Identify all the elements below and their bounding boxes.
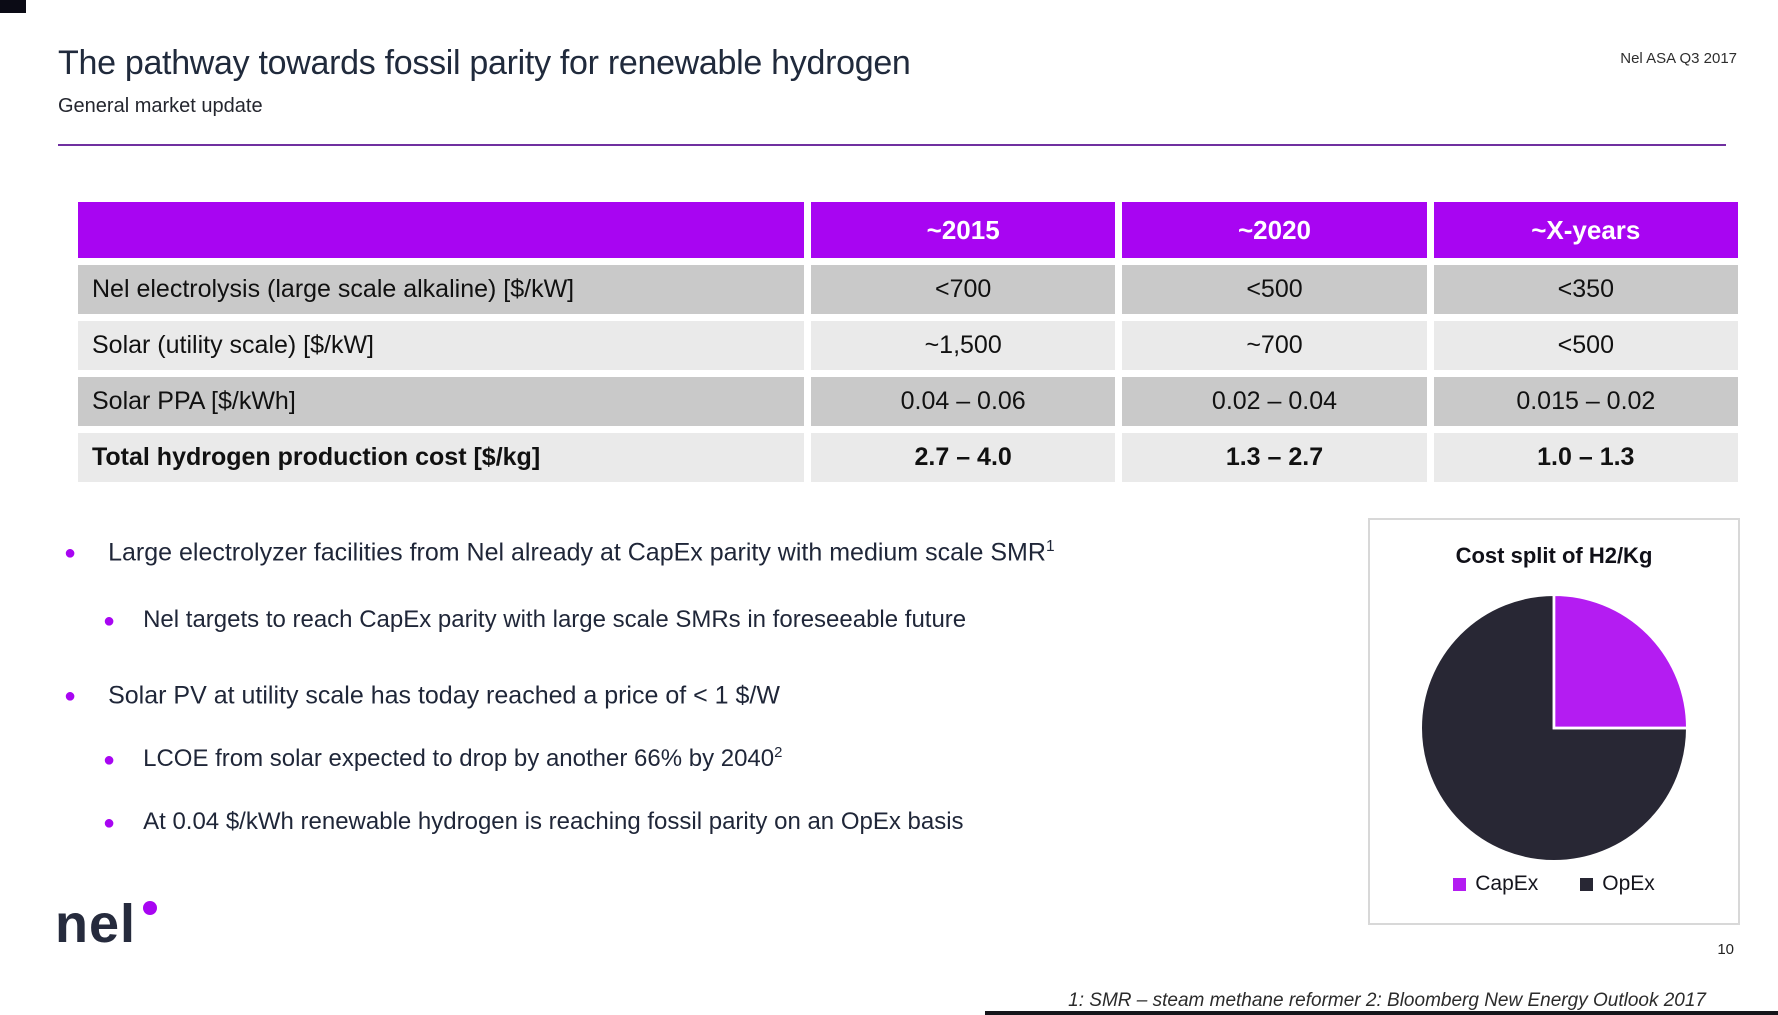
table-row-total: Total hydrogen production cost [$/kg] 2.… bbox=[78, 433, 1738, 482]
table-cell: 1.0 – 1.3 bbox=[1433, 433, 1738, 482]
table-cell: ~700 bbox=[1122, 321, 1427, 370]
table-column-header: ~X-years bbox=[1433, 202, 1738, 258]
legend-label: OpEx bbox=[1602, 872, 1655, 895]
legend-item-opex: OpEx bbox=[1580, 872, 1655, 896]
page-title: The pathway towards fossil parity for re… bbox=[58, 44, 911, 82]
table-cell: 0.04 – 0.06 bbox=[811, 377, 1116, 426]
corner-notch bbox=[0, 0, 26, 13]
table-cell: <500 bbox=[1122, 265, 1427, 314]
table-cell: <500 bbox=[1433, 321, 1738, 370]
table-cell: 0.02 – 0.04 bbox=[1122, 377, 1427, 426]
deck-label: Nel ASA Q3 2017 bbox=[1620, 50, 1737, 67]
pie-slice-capex bbox=[1552, 593, 1689, 730]
table-cell: ~1,500 bbox=[811, 321, 1116, 370]
table-header-row: ~2015 ~2020 ~X-years bbox=[78, 202, 1738, 258]
table-row: Solar (utility scale) [$/kW] ~1,500 ~700… bbox=[78, 321, 1738, 370]
bullet-icon: ● bbox=[64, 685, 77, 707]
table-column-header: ~2020 bbox=[1122, 202, 1427, 258]
bullet-item: ● Large electrolyzer facilities from Nel… bbox=[64, 538, 1055, 568]
table-column-header bbox=[78, 202, 804, 258]
table-row: Solar PPA [$/kWh] 0.04 – 0.06 0.02 – 0.0… bbox=[78, 377, 1738, 426]
chart-title: Cost split of H2/Kg bbox=[1455, 543, 1653, 568]
bullet-text: Nel targets to reach CapEx parity with l… bbox=[143, 606, 967, 633]
page-number: 10 bbox=[1717, 941, 1734, 958]
legend-swatch-capex-icon bbox=[1453, 877, 1467, 891]
table-cell: <350 bbox=[1433, 265, 1738, 314]
bottom-rule bbox=[985, 1011, 1778, 1015]
legend-swatch-opex-icon bbox=[1580, 877, 1594, 891]
footnote: 1: SMR – steam methane reformer 2: Bloom… bbox=[1068, 990, 1706, 1011]
logo-dot-icon bbox=[143, 901, 158, 915]
table-row-label: Solar PPA [$/kWh] bbox=[78, 377, 804, 426]
legend-item-capex: CapEx bbox=[1453, 872, 1538, 896]
table-cell: 0.015 – 0.02 bbox=[1433, 377, 1738, 426]
chart-legend: CapEx OpEx bbox=[1370, 872, 1738, 896]
bullet-icon: ● bbox=[64, 542, 77, 564]
bullet-text: At 0.04 $/kWh renewable hydrogen is reac… bbox=[143, 808, 964, 835]
table-cell: <700 bbox=[811, 265, 1116, 314]
bullet-item: ● LCOE from solar expected to drop by an… bbox=[103, 745, 782, 775]
table-cell: 2.7 – 4.0 bbox=[811, 433, 1116, 482]
pie-chart bbox=[1419, 593, 1689, 863]
bullet-icon: ● bbox=[103, 749, 116, 771]
page-subtitle: General market update bbox=[58, 95, 263, 117]
bullet-icon: ● bbox=[103, 610, 116, 632]
bullet-text: LCOE from solar expected to drop by anot… bbox=[143, 745, 783, 772]
bullet-text: Large electrolyzer facilities from Nel a… bbox=[108, 538, 1055, 567]
bullet-icon: ● bbox=[103, 812, 116, 834]
table-row-label: Nel electrolysis (large scale alkaline) … bbox=[78, 265, 804, 314]
legend-label: CapEx bbox=[1475, 872, 1539, 895]
table-cell: 1.3 – 2.7 bbox=[1122, 433, 1427, 482]
cost-parity-table: ~2015 ~2020 ~X-years Nel electrolysis (l… bbox=[78, 202, 1738, 482]
bullet-item: ● At 0.04 $/kWh renewable hydrogen is re… bbox=[103, 808, 964, 838]
nel-logo: nel bbox=[55, 893, 158, 955]
table-row-label: Solar (utility scale) [$/kW] bbox=[78, 321, 804, 370]
table-row: Nel electrolysis (large scale alkaline) … bbox=[78, 265, 1738, 314]
table-column-header: ~2015 bbox=[811, 202, 1116, 258]
bullet-item: ● Nel targets to reach CapEx parity with… bbox=[103, 606, 966, 636]
cost-split-chart-card: Cost split of H2/Kg CapEx OpEx bbox=[1368, 518, 1740, 925]
bullet-text: Solar PV at utility scale has today reac… bbox=[108, 681, 780, 710]
bullet-item: ● Solar PV at utility scale has today re… bbox=[64, 681, 780, 711]
table-row-label: Total hydrogen production cost [$/kg] bbox=[78, 433, 804, 482]
header-divider bbox=[58, 144, 1726, 146]
